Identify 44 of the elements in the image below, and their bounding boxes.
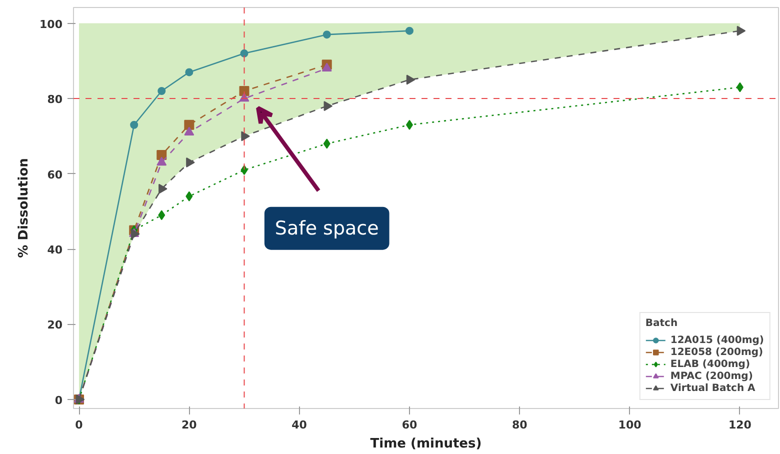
- point: [158, 184, 168, 194]
- point: [241, 131, 250, 142]
- point: [322, 30, 331, 39]
- point: [239, 86, 250, 96]
- point: [158, 87, 166, 96]
- point: [736, 82, 744, 92]
- x-tick-label: 40: [292, 418, 308, 432]
- annotation: Safe space: [274, 217, 379, 240]
- y-tick-label: 0: [54, 394, 63, 407]
- x-tick-label: 0: [75, 418, 84, 432]
- x-tick-label: 120: [728, 418, 752, 432]
- y-axis-title: % Dissolution: [16, 158, 32, 258]
- point: [186, 191, 193, 202]
- point: [184, 126, 194, 136]
- point: [185, 68, 194, 76]
- x-tick-label: 60: [402, 418, 418, 432]
- point: [186, 157, 195, 168]
- point: [406, 120, 413, 130]
- point: [156, 156, 167, 166]
- x-tick-label: 100: [618, 418, 642, 432]
- legend-label: MPAC (200mg): [670, 370, 753, 382]
- point: [406, 74, 416, 85]
- legend-label: Virtual Batch A: [670, 382, 756, 394]
- y-tick-label: 40: [47, 244, 63, 257]
- y-tick-label: 80: [47, 93, 63, 106]
- point: [322, 62, 332, 72]
- y-tick-label: 60: [47, 168, 63, 182]
- point: [405, 26, 414, 35]
- point: [184, 120, 194, 130]
- point: [130, 120, 138, 129]
- x-tick-label: 80: [512, 418, 528, 432]
- legend-label: 12E058 (200mg): [670, 346, 764, 358]
- point: [240, 49, 248, 58]
- y-tick-label: 20: [47, 318, 63, 332]
- legend-label: ELAB (400mg): [670, 358, 750, 370]
- point: [324, 101, 333, 112]
- legend-label: 12A015 (400mg): [670, 334, 764, 346]
- y-tick-label: 100: [40, 18, 63, 31]
- legend-title: Batch: [645, 318, 679, 329]
- point: [323, 138, 330, 149]
- x-tick-label: 20: [182, 418, 198, 432]
- point: [736, 26, 746, 36]
- point: [158, 210, 166, 220]
- x-axis-title: Time (minutes): [370, 436, 482, 452]
